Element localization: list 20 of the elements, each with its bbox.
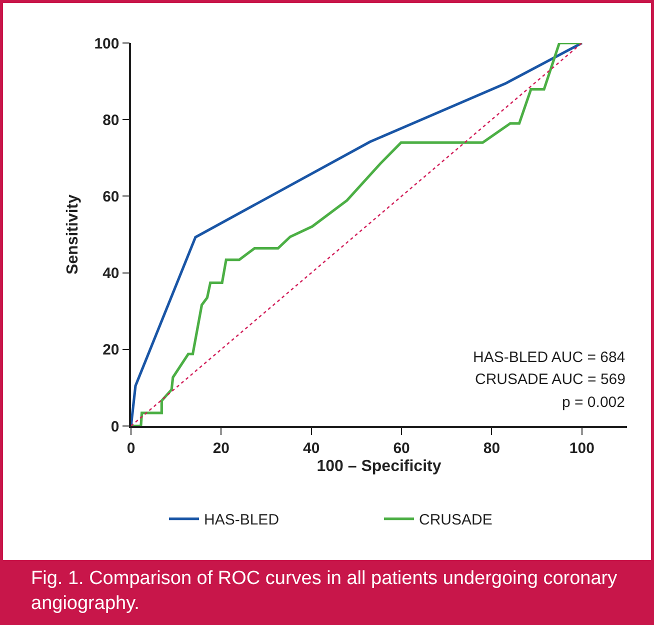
y-tick-label: 60 (102, 188, 120, 206)
y-tick-label: 80 (102, 112, 120, 129)
y-tick-label: 100 (94, 35, 120, 52)
x-tick-label: 40 (303, 440, 320, 457)
legend-label: CRUSADE (419, 512, 492, 529)
annotation: p = 0.002 (562, 394, 625, 411)
x-tick-label: 80 (483, 440, 500, 457)
y-axis-title: Sensitivity (64, 194, 82, 275)
x-tick-label: 60 (393, 440, 410, 457)
x-axis-title: 100 – Specificity (316, 458, 442, 475)
y-tick-label: 40 (102, 265, 120, 282)
y-tick-label: 0 (110, 418, 120, 436)
annotation: HAS-BLED AUC = 684 (473, 349, 626, 366)
caption: Fig. 1. Comparison of ROC curves in all patients undergoing coronary angiography. (3, 560, 651, 622)
x-tick-label: 20 (212, 440, 230, 457)
annotation: CRUSADE AUC = 569 (475, 371, 626, 388)
x-tick-label: 100 (569, 440, 594, 457)
x-tick-label: 0 (126, 440, 136, 457)
y-tick-label: 20 (102, 342, 120, 359)
legend-label: HAS-BLED (204, 512, 280, 529)
